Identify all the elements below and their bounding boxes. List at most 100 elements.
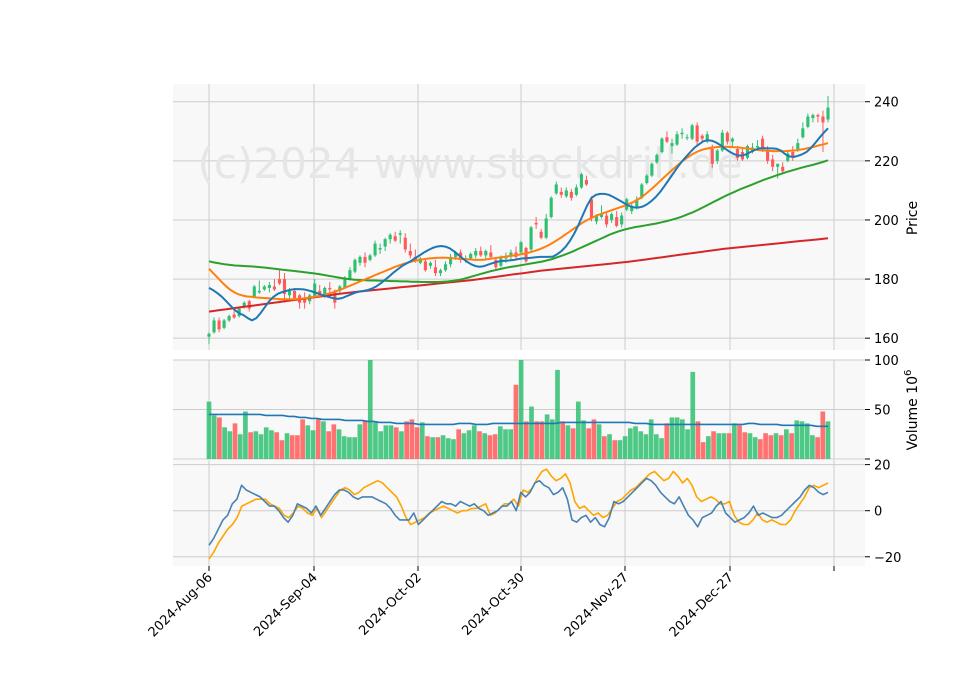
candle-body	[559, 191, 563, 195]
x-tick-label: 2024-Aug-06	[146, 570, 216, 640]
volume-bar	[284, 433, 290, 459]
volume-bar	[523, 421, 529, 459]
candle-body	[484, 250, 488, 256]
candle-body	[207, 333, 211, 337]
volume-bars	[206, 360, 831, 459]
volume-bar	[570, 428, 576, 459]
volume-bar	[289, 435, 295, 459]
volume-bar	[471, 425, 477, 459]
candle-body	[242, 302, 246, 308]
candle-body	[504, 256, 508, 259]
volume-bar	[305, 425, 311, 459]
volume-bar	[357, 424, 363, 459]
sma-fast-line	[208, 127, 829, 322]
volume-axis-label: Volume 106	[903, 370, 921, 451]
volume-bar	[565, 425, 571, 459]
volume-bar	[716, 433, 722, 459]
volume-bar	[549, 419, 555, 459]
volume-bar	[654, 434, 659, 459]
volume-axis-label-text: Volume 10	[905, 376, 921, 450]
volume-bar	[534, 421, 540, 459]
y-tick-label: 200	[874, 214, 899, 229]
volume-bar	[508, 429, 514, 459]
volume-bar	[726, 433, 732, 459]
volume-bar	[742, 432, 748, 459]
volume-bar	[300, 419, 305, 459]
volume-bar	[503, 429, 508, 459]
candle-body	[781, 166, 785, 172]
volume-bar	[263, 427, 269, 459]
volume-bar	[388, 425, 394, 459]
candle-body	[267, 284, 271, 288]
candle-body	[469, 253, 473, 259]
volume-bar	[555, 369, 560, 459]
volume-bar	[784, 429, 789, 459]
candle-body	[675, 134, 679, 145]
volume-bar	[711, 431, 716, 459]
y-tick-label: 100	[874, 354, 899, 369]
volume-bar	[659, 438, 664, 459]
volume-bar	[409, 419, 415, 459]
volume-bar	[768, 435, 774, 459]
candle-body	[474, 250, 478, 256]
candle-body	[650, 163, 654, 176]
candle-body	[826, 107, 830, 120]
candle-body	[494, 259, 498, 268]
candle-body	[292, 290, 297, 299]
volume-bar	[778, 435, 784, 459]
oscillator-series-a-line	[208, 477, 829, 546]
volume-bar	[601, 436, 607, 459]
y-tick-label: 160	[874, 332, 899, 347]
candle-body	[222, 320, 226, 328]
y-tick-label: −20	[874, 551, 901, 566]
candle-body	[519, 242, 523, 253]
candle-body	[766, 150, 770, 161]
candle-body	[660, 138, 664, 152]
volume-bar	[347, 437, 352, 459]
candle-body	[710, 149, 714, 164]
candle-body	[534, 222, 538, 225]
candle-body	[605, 215, 609, 225]
volume-bar	[544, 414, 550, 459]
candle-body	[811, 115, 815, 118]
volume-bar	[794, 420, 800, 459]
volume-bar	[269, 430, 274, 459]
volume-bar	[664, 423, 670, 459]
candle-body	[584, 180, 588, 185]
volume-bar	[404, 421, 410, 459]
volume-bar	[560, 421, 566, 459]
candle-body	[438, 270, 443, 274]
candle-body	[579, 174, 583, 188]
volume-bar	[258, 434, 264, 459]
candle-body	[408, 250, 412, 256]
volume-bar	[752, 437, 758, 459]
candle-body	[252, 286, 256, 297]
candle-body	[705, 134, 709, 142]
volume-bar	[253, 431, 259, 459]
volume-bar	[617, 440, 623, 459]
volume-bar	[586, 428, 592, 459]
price-axis-label: Price	[905, 201, 921, 235]
candle-body	[806, 116, 810, 127]
volume-bar	[513, 384, 519, 459]
x-tick-label: 2024-Sep-04	[251, 570, 321, 640]
candle-body	[313, 283, 317, 297]
volume-bar	[638, 431, 644, 459]
volume-bar	[799, 421, 805, 459]
candle-body	[524, 248, 528, 262]
volume-bar	[341, 436, 347, 459]
volume-bar	[695, 421, 701, 459]
candle-body	[599, 214, 604, 217]
volume-bar	[419, 422, 425, 459]
volume-bar	[633, 426, 638, 459]
volume-bar	[758, 439, 763, 459]
candle-body	[383, 239, 387, 247]
y-tick-label: 0	[874, 505, 882, 520]
candle-body	[368, 255, 372, 260]
volume-bar	[581, 420, 586, 459]
volume-bar	[815, 437, 820, 459]
candle-body	[635, 199, 639, 207]
volume-bar	[274, 432, 279, 459]
